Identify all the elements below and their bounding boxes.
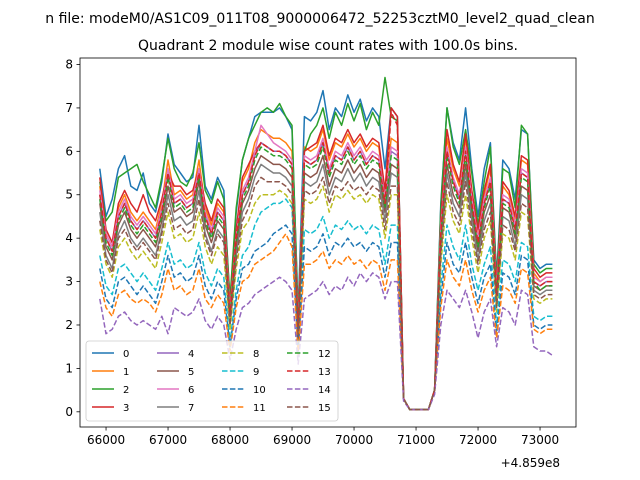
legend-label-9: 9 [253,367,259,378]
series-line-0 [99,89,553,411]
x-tick-label: 67000 [149,433,187,447]
legend-label-8: 8 [253,349,259,360]
axes-frame [79,57,577,428]
series-line-14 [99,272,553,411]
legend-label-10: 10 [253,385,266,396]
legend-label-2: 2 [123,385,129,396]
series-line-15 [99,176,553,411]
y-tick-label: 1 [65,361,73,375]
legend-label-13: 13 [318,367,331,378]
legend-label-1: 1 [123,367,129,378]
x-tick-label: 70000 [335,433,373,447]
x-tick-label: 72000 [459,433,497,447]
legend-label-3: 3 [123,403,129,414]
x-tick-label: 66000 [87,433,125,447]
legend-label-12: 12 [318,349,331,360]
series-line-3 [99,107,553,411]
y-tick-label: 5 [65,188,73,202]
legend-label-4: 4 [188,349,194,360]
plot-area [99,76,553,411]
x-axis-offset-label: +4.859e8 [501,456,560,470]
legend-label-0: 0 [123,349,129,360]
y-tick-label: 8 [65,58,73,72]
y-tick-label: 0 [65,405,73,419]
x-tick-label: 68000 [211,433,249,447]
series-line-5 [99,154,553,411]
y-tick-label: 7 [65,101,73,115]
legend-box [85,340,339,422]
figure-suptitle: n file: modeM0/AS1C09_011T08_9000006472_… [45,11,594,27]
legend-label-6: 6 [188,385,194,396]
series-line-7 [99,163,553,411]
series-line-9 [99,198,553,411]
axes: 66000 67000 68000 69000 70000 71000 72000 73000… [65,57,577,447]
y-tick-label: 3 [65,275,73,289]
series-line-2 [99,76,553,411]
x-tick-label: 69000 [273,433,311,447]
legend-label-5: 5 [188,367,194,378]
legend-label-7: 7 [188,403,194,414]
series-line-8 [99,185,553,411]
y-tick-label: 6 [65,144,73,158]
legend-label-14: 14 [318,385,331,396]
chart-title: Quadrant 2 module wise count rates with … [138,38,518,54]
x-tick-label: 73000 [521,433,559,447]
y-tick-label: 4 [65,231,73,245]
legend-label-11: 11 [253,403,266,414]
y-tick-label: 2 [65,318,73,332]
legend-label-15: 15 [318,403,331,414]
series-line-13 [99,111,553,411]
x-tick-label: 71000 [397,433,435,447]
series-line-10 [99,224,553,411]
series-line-11 [99,233,553,411]
